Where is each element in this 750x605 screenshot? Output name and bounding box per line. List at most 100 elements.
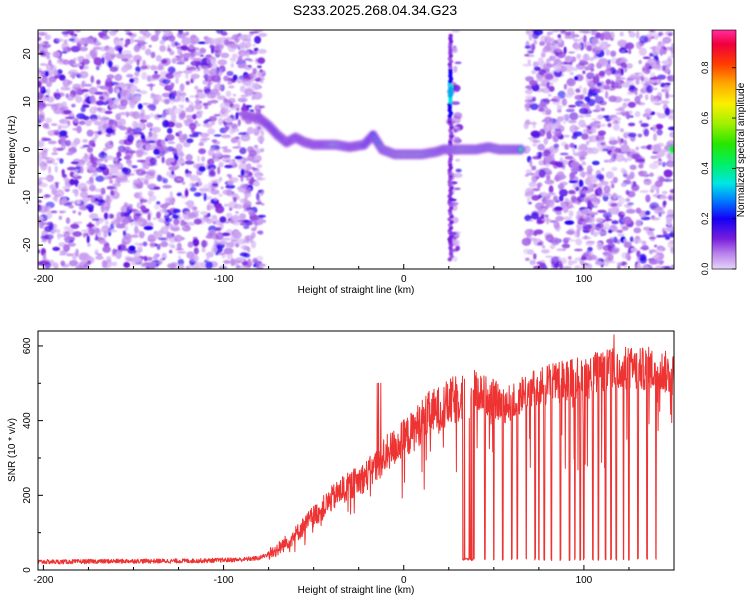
noise-blob <box>150 65 157 71</box>
noise-blob <box>562 248 567 251</box>
noise-blob <box>635 101 642 105</box>
noise-blob <box>182 224 189 230</box>
noise-blob <box>233 196 237 203</box>
noise-blob <box>154 203 160 210</box>
colorbar-cell <box>712 257 736 260</box>
colorbar-cell <box>712 107 736 111</box>
noise-blob <box>90 75 95 84</box>
noise-blob <box>533 229 544 235</box>
noise-blob <box>547 153 555 158</box>
noise-blob <box>531 69 537 75</box>
noise-blob <box>257 214 266 218</box>
noise-blob <box>180 106 184 110</box>
noise-blob <box>230 107 236 111</box>
noise-blob <box>237 219 244 223</box>
noise-blob <box>201 156 206 162</box>
colorbar-cell <box>712 201 736 204</box>
colorbar-cell <box>712 215 736 218</box>
noise-blob <box>137 142 147 146</box>
noise-blob <box>666 217 672 226</box>
noise-blob <box>620 144 630 152</box>
noise-blob <box>628 49 632 55</box>
noise-blob <box>70 263 75 267</box>
noise-blob <box>532 61 539 68</box>
colorbar-cell <box>712 253 736 256</box>
colorbar-cell <box>712 179 736 182</box>
colorbar-cell <box>712 125 736 129</box>
noise-blob <box>570 166 580 173</box>
noise-blob <box>198 142 204 146</box>
noise-blob <box>248 72 255 80</box>
colorbar-cell <box>712 75 736 79</box>
noise-blob <box>97 163 104 166</box>
noise-blob <box>142 102 149 106</box>
noise-blob <box>648 228 655 232</box>
noise-blob <box>109 166 119 174</box>
noise-blob <box>536 182 542 189</box>
noise-blob <box>255 192 260 201</box>
noise-blob <box>199 132 210 138</box>
noise-blob <box>576 53 582 60</box>
noise-blob <box>537 57 544 66</box>
noise-blob <box>89 106 97 115</box>
colorbar-cell <box>712 121 736 125</box>
noise-blob <box>81 186 88 189</box>
noise-blob <box>606 44 612 47</box>
noise-blob <box>38 31 43 36</box>
colorbar-label: Normalized spectral amplitude <box>736 82 747 217</box>
noise-blob <box>588 212 599 216</box>
noise-blob <box>454 61 462 65</box>
noise-blob <box>238 188 246 193</box>
spike-blob <box>448 162 453 167</box>
noise-blob <box>600 181 609 186</box>
noise-blob <box>525 119 531 125</box>
noise-blob <box>531 175 538 183</box>
noise-blob <box>121 57 129 62</box>
noise-blob <box>658 32 663 36</box>
colorbar-cell <box>712 263 736 266</box>
noise-blob <box>82 144 90 148</box>
noise-blob <box>455 245 461 251</box>
noise-blob <box>80 106 86 113</box>
x-tick-label: -200 <box>33 274 53 285</box>
noise-blob <box>541 249 550 254</box>
noise-blob <box>222 237 231 241</box>
noise-blob <box>589 86 596 90</box>
noise-blob <box>51 123 58 126</box>
noise-blob <box>671 43 674 46</box>
noise-blob <box>175 122 183 129</box>
noise-blob <box>232 214 240 222</box>
noise-blob <box>562 266 572 269</box>
noise-blob <box>597 114 604 120</box>
noise-blob <box>615 153 625 162</box>
noise-blob <box>89 195 96 202</box>
noise-blob <box>545 73 554 80</box>
noise-blob <box>207 128 216 135</box>
noise-blob <box>55 147 64 151</box>
noise-blob <box>184 160 195 165</box>
noise-blob <box>543 108 551 112</box>
noise-blob <box>573 38 579 43</box>
noise-blob <box>239 252 248 257</box>
noise-blob <box>180 219 186 227</box>
noise-blob <box>633 181 637 187</box>
noise-blob <box>76 125 82 134</box>
noise-blob <box>553 64 562 73</box>
noise-blob <box>209 170 216 176</box>
colorbar-cell <box>712 169 736 173</box>
noise-blob <box>82 232 86 238</box>
colorbar-cell <box>712 237 736 240</box>
colorbar-cell <box>712 113 736 117</box>
spike-blob <box>448 71 453 75</box>
noise-blob <box>632 154 642 161</box>
noise-blob <box>39 63 47 66</box>
noise-blob <box>582 87 588 96</box>
x-tick-label: -100 <box>214 274 234 285</box>
noise-blob <box>55 38 64 43</box>
noise-blob <box>200 211 208 216</box>
noise-blob <box>546 31 554 35</box>
noise-blob <box>635 207 642 214</box>
noise-blob <box>649 163 659 170</box>
noise-blob <box>596 173 605 180</box>
noise-blob <box>52 246 61 251</box>
